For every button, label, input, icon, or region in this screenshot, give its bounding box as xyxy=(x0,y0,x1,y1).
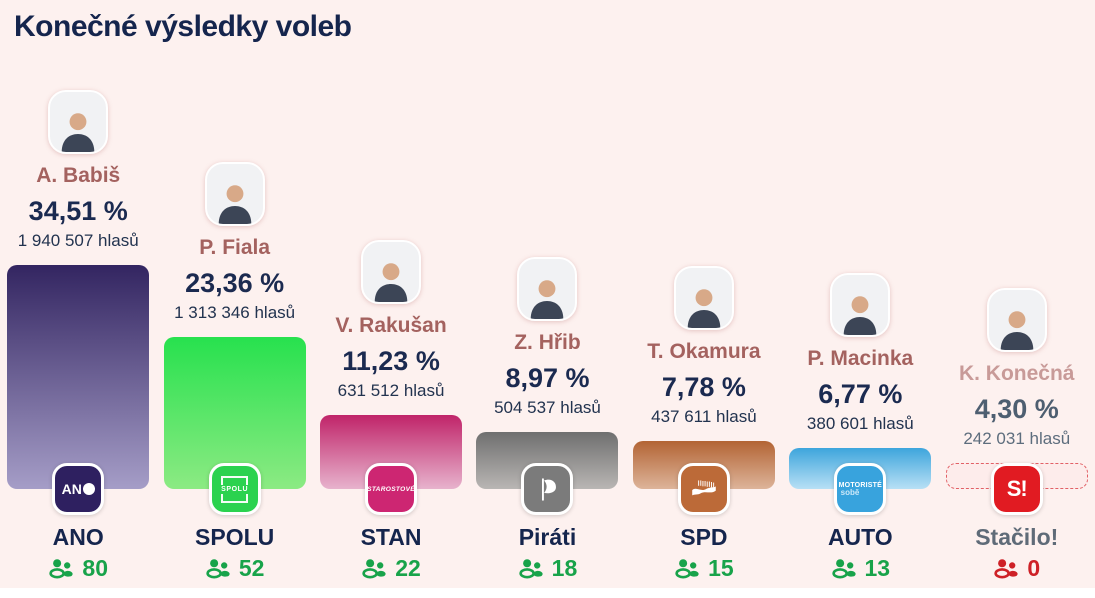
vote-count: 242 031 hlasů xyxy=(963,429,1071,448)
seats-number: 52 xyxy=(238,555,265,581)
party-logo-auto: MOTORISTÉ sobě xyxy=(834,463,887,515)
stan-logo-text: STAROSTOVÉ xyxy=(367,485,415,493)
seats-number: 22 xyxy=(395,555,421,581)
party-column-pirati: Z. Hřib 8,97 % 504 537 hlasů Piráti 18 xyxy=(469,257,625,598)
party-column-spolu: P. Fiala 23,36 % 1 313 346 hlasů SPOLU SPOLU… xyxy=(156,162,312,598)
vote-count: 1 313 346 hlasů xyxy=(174,303,296,322)
people-icon xyxy=(831,559,856,579)
vote-percentage: 8,97 % xyxy=(505,363,590,393)
party-column-spd: T. Okamura 7,78 % 437 611 hlasů SPD 15 xyxy=(626,266,782,598)
candidate-name: A. Babiš xyxy=(36,164,121,187)
person-photo-placeholder xyxy=(61,113,95,152)
auto-logo-text: MOTORISTÉ sobě xyxy=(839,482,882,497)
ano-logo-text: AN xyxy=(62,481,95,497)
seats-count: 22 xyxy=(361,555,421,582)
vote-count: 631 512 hlasů xyxy=(337,381,445,400)
vote-percentage: 7,78 % xyxy=(661,372,746,402)
party-name: ANO xyxy=(52,524,104,550)
candidate-avatar-stacilo xyxy=(986,288,1047,352)
candidate-name: T. Okamura xyxy=(647,340,761,363)
people-icon xyxy=(675,559,699,579)
party-logo-spd xyxy=(677,463,730,515)
party-name: STAN xyxy=(360,524,422,550)
people-icon xyxy=(362,559,386,579)
page-title: Konečné výsledky voleb xyxy=(14,10,352,43)
vote-percentage: 23,36 % xyxy=(185,268,285,298)
bottom-strip xyxy=(0,588,1095,598)
party-name: Piráti xyxy=(518,524,577,550)
party-logo-spolu: SPOLU xyxy=(208,463,261,515)
party-name: SPD xyxy=(680,524,728,550)
party-logo-stan: STAROSTOVÉ xyxy=(365,463,418,515)
party-logo-pirati xyxy=(521,463,574,515)
seats-count: 80 xyxy=(48,555,108,582)
ano-logo-dot xyxy=(82,483,95,495)
ano-logo-letters: AN xyxy=(61,481,82,497)
party-column-ano: A. Babiš 34,51 % 1 940 507 hlasů AN ANO 80 xyxy=(0,90,156,598)
vote-count: 437 611 hlasů xyxy=(651,407,757,426)
person-photo-placeholder xyxy=(844,296,877,335)
person-photo-placeholder xyxy=(374,263,408,302)
vote-percentage: 34,51 % xyxy=(28,196,128,226)
candidate-name: P. Fiala xyxy=(199,236,271,259)
spolu-logo-text: SPOLU xyxy=(219,484,251,494)
party-column-auto: P. Macinka 6,77 % 380 601 hlasů MOTORISTÉ so… xyxy=(782,273,938,598)
candidate-avatar-spolu xyxy=(204,162,265,226)
party-name: SPOLU xyxy=(195,524,275,550)
vote-percentage: 4,30 % xyxy=(974,394,1059,424)
candidate-avatar-pirati xyxy=(517,257,578,321)
seats-number: 15 xyxy=(708,555,734,581)
person-photo-placeholder xyxy=(218,185,251,224)
person-photo-placeholder xyxy=(687,289,721,328)
seats-count: 15 xyxy=(674,555,734,582)
party-name: Stačilo! xyxy=(975,524,1059,550)
candidate-avatar-spd xyxy=(673,266,734,330)
person-photo-placeholder xyxy=(531,280,564,319)
vote-percentage: 6,77 % xyxy=(818,379,903,409)
result-bar-ano xyxy=(7,265,150,489)
spd-flag-icon xyxy=(692,480,716,496)
people-icon xyxy=(206,559,230,579)
candidate-name: K. Konečná xyxy=(958,362,1075,385)
seats-count: 0 xyxy=(993,555,1040,582)
people-icon xyxy=(519,559,543,579)
vote-percentage: 11,23 % xyxy=(342,346,440,376)
candidate-avatar-ano xyxy=(48,90,109,154)
people-icon xyxy=(49,559,74,579)
seats-number: 13 xyxy=(864,555,891,581)
party-column-stan: V. Rakušan 11,23 % 631 512 hlasů STAROSTOVÉ… xyxy=(313,240,469,598)
candidate-name: Z. Hřib xyxy=(514,331,581,354)
vote-count: 380 601 hlasů xyxy=(806,414,914,433)
stacilo-logo-text: S! xyxy=(1006,476,1028,501)
auto-logo-line2: sobě xyxy=(840,487,860,497)
seats-number: 80 xyxy=(82,555,108,581)
seats-number: 18 xyxy=(551,555,578,581)
vote-count: 1 940 507 hlasů xyxy=(17,231,139,250)
seats-count: 13 xyxy=(831,555,891,582)
party-column-stacilo: K. Konečná 4,30 % 242 031 hlasů S! Stačilo! 0 xyxy=(939,288,1095,598)
vote-count: 504 537 hlasů xyxy=(494,398,601,417)
seats-count: 18 xyxy=(518,555,578,582)
person-photo-placeholder xyxy=(1000,311,1034,350)
candidate-avatar-stan xyxy=(361,240,422,304)
spolu-logo-box: SPOLU xyxy=(219,475,251,503)
auto-logo-line1: MOTORISTÉ xyxy=(838,481,882,489)
candidate-name: V. Rakušan xyxy=(335,314,447,337)
people-icon xyxy=(994,559,1018,579)
party-logo-ano: AN xyxy=(52,463,105,515)
seats-count: 52 xyxy=(205,555,265,582)
seats-number: 0 xyxy=(1027,555,1041,581)
candidate-name: P. Macinka xyxy=(807,347,914,370)
candidate-avatar-auto xyxy=(830,273,891,337)
party-name: AUTO xyxy=(827,524,893,550)
party-logo-stacilo: S! xyxy=(990,463,1043,515)
pirate-flag-icon xyxy=(541,477,556,501)
